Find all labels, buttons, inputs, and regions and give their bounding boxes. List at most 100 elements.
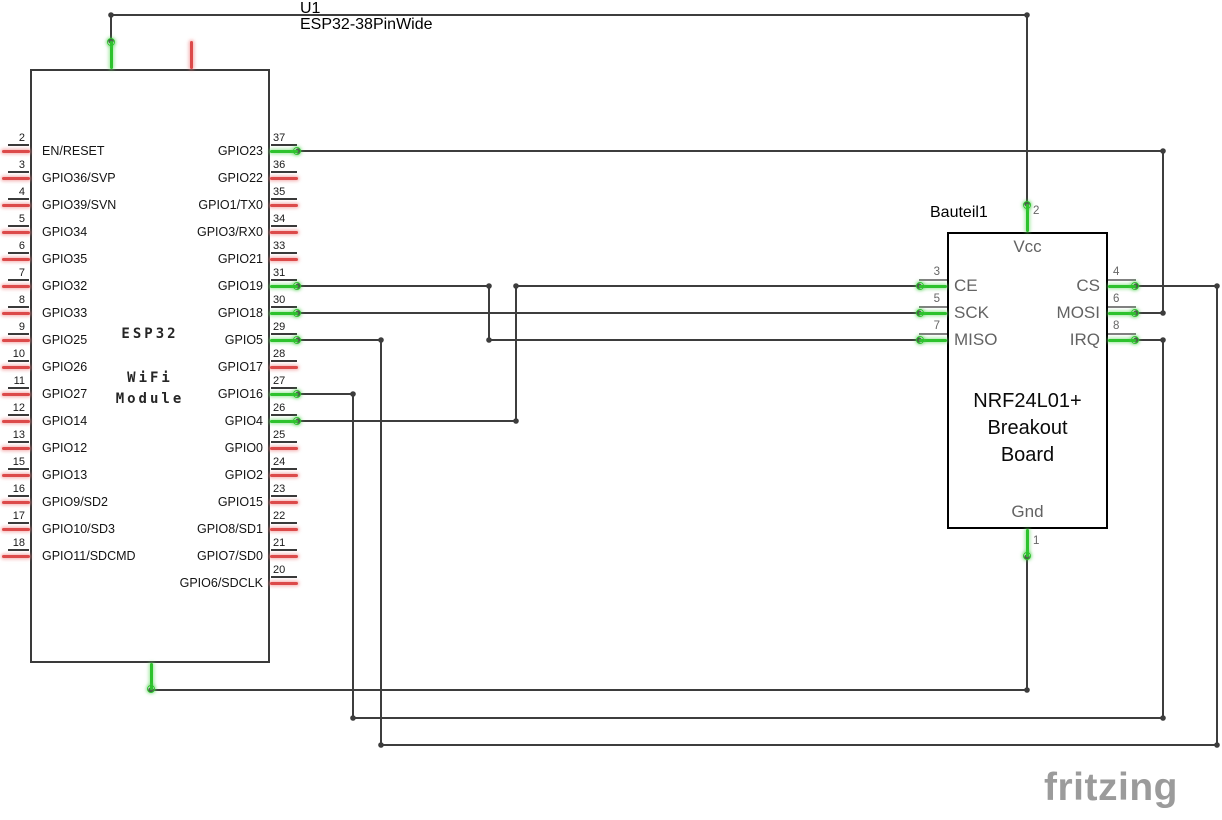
nrf-pin-4-label: CS [1076,276,1100,295]
esp32-pin-10-number-underline [8,360,29,362]
esp32-pin-37-connection-dot [292,146,301,155]
nrf-pin-5-connection-dot [915,308,924,317]
nrf-body [947,232,1108,529]
esp32-pin-9-number-underline [8,333,29,335]
esp32-pin-6-label: GPIO35 [42,252,88,266]
esp32-pin-35-label: GPIO1/TX0 [198,198,263,212]
esp32-pin-18-number-underline [8,549,29,551]
wire-joint [486,283,492,289]
nrf-pin-8-connection-dot [1130,335,1139,344]
esp32-pin-23-number-underline [271,495,297,497]
nrf-title-line2: Breakout [987,417,1068,439]
esp32-pin-16-stub [2,500,30,504]
esp32-pin-13-stub [2,446,30,450]
esp32-pin-24-number-underline [271,468,297,470]
esp32-pin-11-label: GPIO27 [42,387,88,401]
wire-gpio23-mosi [298,150,1164,314]
esp32-pin-21-stub [270,554,298,558]
esp32-pin-36-number-underline [271,171,297,173]
esp32-pin-37-label: GPIO23 [217,144,263,158]
esp32-pin-33v-connection-dot [106,37,115,46]
esp32-pin-18-number: 18 [12,537,25,549]
esp32-pin-8-stub [2,311,30,315]
esp32-pin-36-stub [270,176,298,180]
esp32-pin-17-number: 17 [12,510,25,522]
esp32-pin-6-stub [2,257,30,261]
esp32-pin-3-stub [2,176,30,180]
esp32-pin-35-stub [270,203,298,207]
esp32-pin-2-number: 2 [18,132,25,144]
esp32-pin-21-number-underline [271,549,297,551]
esp32-pin-34-number-underline [271,225,297,227]
esp32-pin-9-label: GPIO25 [42,333,88,347]
nrf-pin-3-number-underline [919,279,947,281]
esp32-title-text: ESP32 [121,326,179,342]
esp32-pin-31-connection-dot [292,281,301,290]
wire-gpio4-ce [298,285,919,422]
esp32-pin-5-label: GPIO34 [42,225,88,239]
esp32-pin-7-number-underline [8,279,29,281]
nrf-pin-1-number: 1 [1033,535,1040,547]
esp32-pin-7-number: 7 [18,267,25,279]
esp32-pin-8-number: 8 [18,294,25,306]
esp32-pin-36-number: 36 [273,159,286,171]
nrf-pin-1-connection-dot [1022,551,1031,560]
esp32-pin-5-number: 5 [18,213,25,225]
esp32-pin-25-stub [270,446,298,450]
esp32-pin-26-number: 26 [273,402,286,414]
esp32-pin-29-stub [270,338,298,342]
esp32-pin-4-number: 4 [18,186,25,198]
esp32-pin-23-label: GPIO15 [217,495,263,509]
esp32-subtitle-module: Module [115,391,185,407]
nrf-pin-3-connection-dot [915,281,924,290]
esp32-pin-25-number: 25 [273,429,286,441]
esp32-pin-12-stub [2,419,30,423]
nrf-pin-2-label: Vcc [1013,237,1042,256]
esp32-pin-27-label: GPIO16 [217,387,263,401]
esp32-pin-25-label: GPIO0 [224,441,263,455]
esp32-pin-28-number-underline [271,360,297,362]
esp32-pin-2-stub [2,149,30,153]
esp32-pin-26-stub [270,419,298,423]
esp32-pin-27-number: 27 [273,375,286,387]
esp32-subtitle-wifi: WiFi [127,370,173,386]
esp32-pin-21-label: GPIO7/SD0 [197,549,263,563]
esp32-pin-27-stub [270,392,298,396]
esp32-pin-7-label: GPIO32 [42,279,88,293]
nrf-pin-6-number-underline [1108,306,1136,308]
wire-joint [1214,742,1220,748]
esp32-pin-5-number-underline [8,225,29,227]
nrf-pin-8-label: IRQ [1069,330,1100,349]
wire-joint [1214,283,1220,289]
esp32-pin-20-stub [270,581,298,585]
wire-joint [1024,687,1030,693]
esp32-refdes: U1 [300,0,321,17]
esp32-pin-21-number: 21 [273,537,286,549]
esp32-pin-31-number: 31 [273,267,286,279]
nrf-pin-8-number: 8 [1113,320,1120,332]
esp32-pin-27-number-underline [271,387,297,389]
fritzing-watermark: fritzing [1044,766,1178,809]
wire-joint [1160,310,1166,316]
esp32-pin-33-number-underline [271,252,297,254]
esp32-pin-29-number: 29 [273,321,286,333]
nrf-pin-4-number-underline [1108,279,1136,281]
wire-joint [1160,148,1166,154]
nrf-pin-2-connection-dot [1022,200,1031,209]
nrf-pin-3-stub [919,284,947,288]
esp32-pin-30-label: GPIO18 [217,306,263,320]
esp32-pin-18-stub [2,554,30,558]
nrf-pin-7-label: MISO [954,330,998,349]
nrf-pin-7-number-underline [919,333,947,335]
nrf-pin-7-number: 7 [933,320,940,332]
esp32-pin-36-label: GPIO22 [217,171,263,185]
esp32-pin-28-label: GPIO17 [217,360,263,374]
nrf-pin-5-stub [919,311,947,315]
esp32-pin-22-stub [270,527,298,531]
esp32-pin-22-number: 22 [273,510,286,522]
esp32-pin-13-label: GPIO12 [42,441,88,455]
esp32-pin-3-number: 3 [18,159,25,171]
esp32-pin-26-label: GPIO4 [224,414,263,428]
esp32-pin-25-number-underline [271,441,297,443]
esp32-pin-12-number-underline [8,414,29,416]
